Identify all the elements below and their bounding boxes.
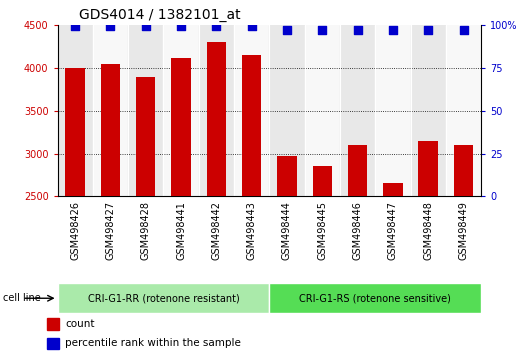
Bar [47,318,59,330]
Bar [207,42,226,196]
Bar [58,283,269,313]
Text: CRI-G1-RR (rotenone resistant): CRI-G1-RR (rotenone resistant) [87,293,240,303]
Bar [348,145,367,196]
Point [247,24,256,29]
Bar [163,25,199,196]
Bar [454,145,473,196]
Bar [277,156,297,196]
Bar [199,25,234,196]
Bar [418,141,438,196]
Bar [242,55,262,196]
Text: CRI-G1-RS (rotenone sensitive): CRI-G1-RS (rotenone sensitive) [299,293,451,303]
Point [212,24,221,29]
Bar [93,25,128,196]
Bar [446,25,481,196]
Text: percentile rank within the sample: percentile rank within the sample [65,338,241,348]
Point [142,24,150,29]
Bar [101,64,120,196]
Bar [234,25,269,196]
Bar [47,338,59,349]
Text: count: count [65,319,95,329]
Bar [383,183,403,196]
Bar [58,25,93,196]
Bar [304,25,340,196]
Bar [340,25,375,196]
Bar [411,25,446,196]
Point [354,27,362,33]
Bar [269,283,481,313]
Bar [172,58,191,196]
Bar [313,166,332,196]
Bar [136,77,155,196]
Point [283,27,291,33]
Text: cell line: cell line [3,293,40,303]
Point [106,24,115,29]
Point [389,27,397,33]
Text: GDS4014 / 1382101_at: GDS4014 / 1382101_at [78,8,241,22]
Point [424,27,433,33]
Bar [375,25,411,196]
Bar [128,25,163,196]
Point [177,24,185,29]
Bar [65,68,85,196]
Point [71,24,79,29]
Bar [269,25,304,196]
Point [459,27,468,33]
Point [318,27,326,33]
